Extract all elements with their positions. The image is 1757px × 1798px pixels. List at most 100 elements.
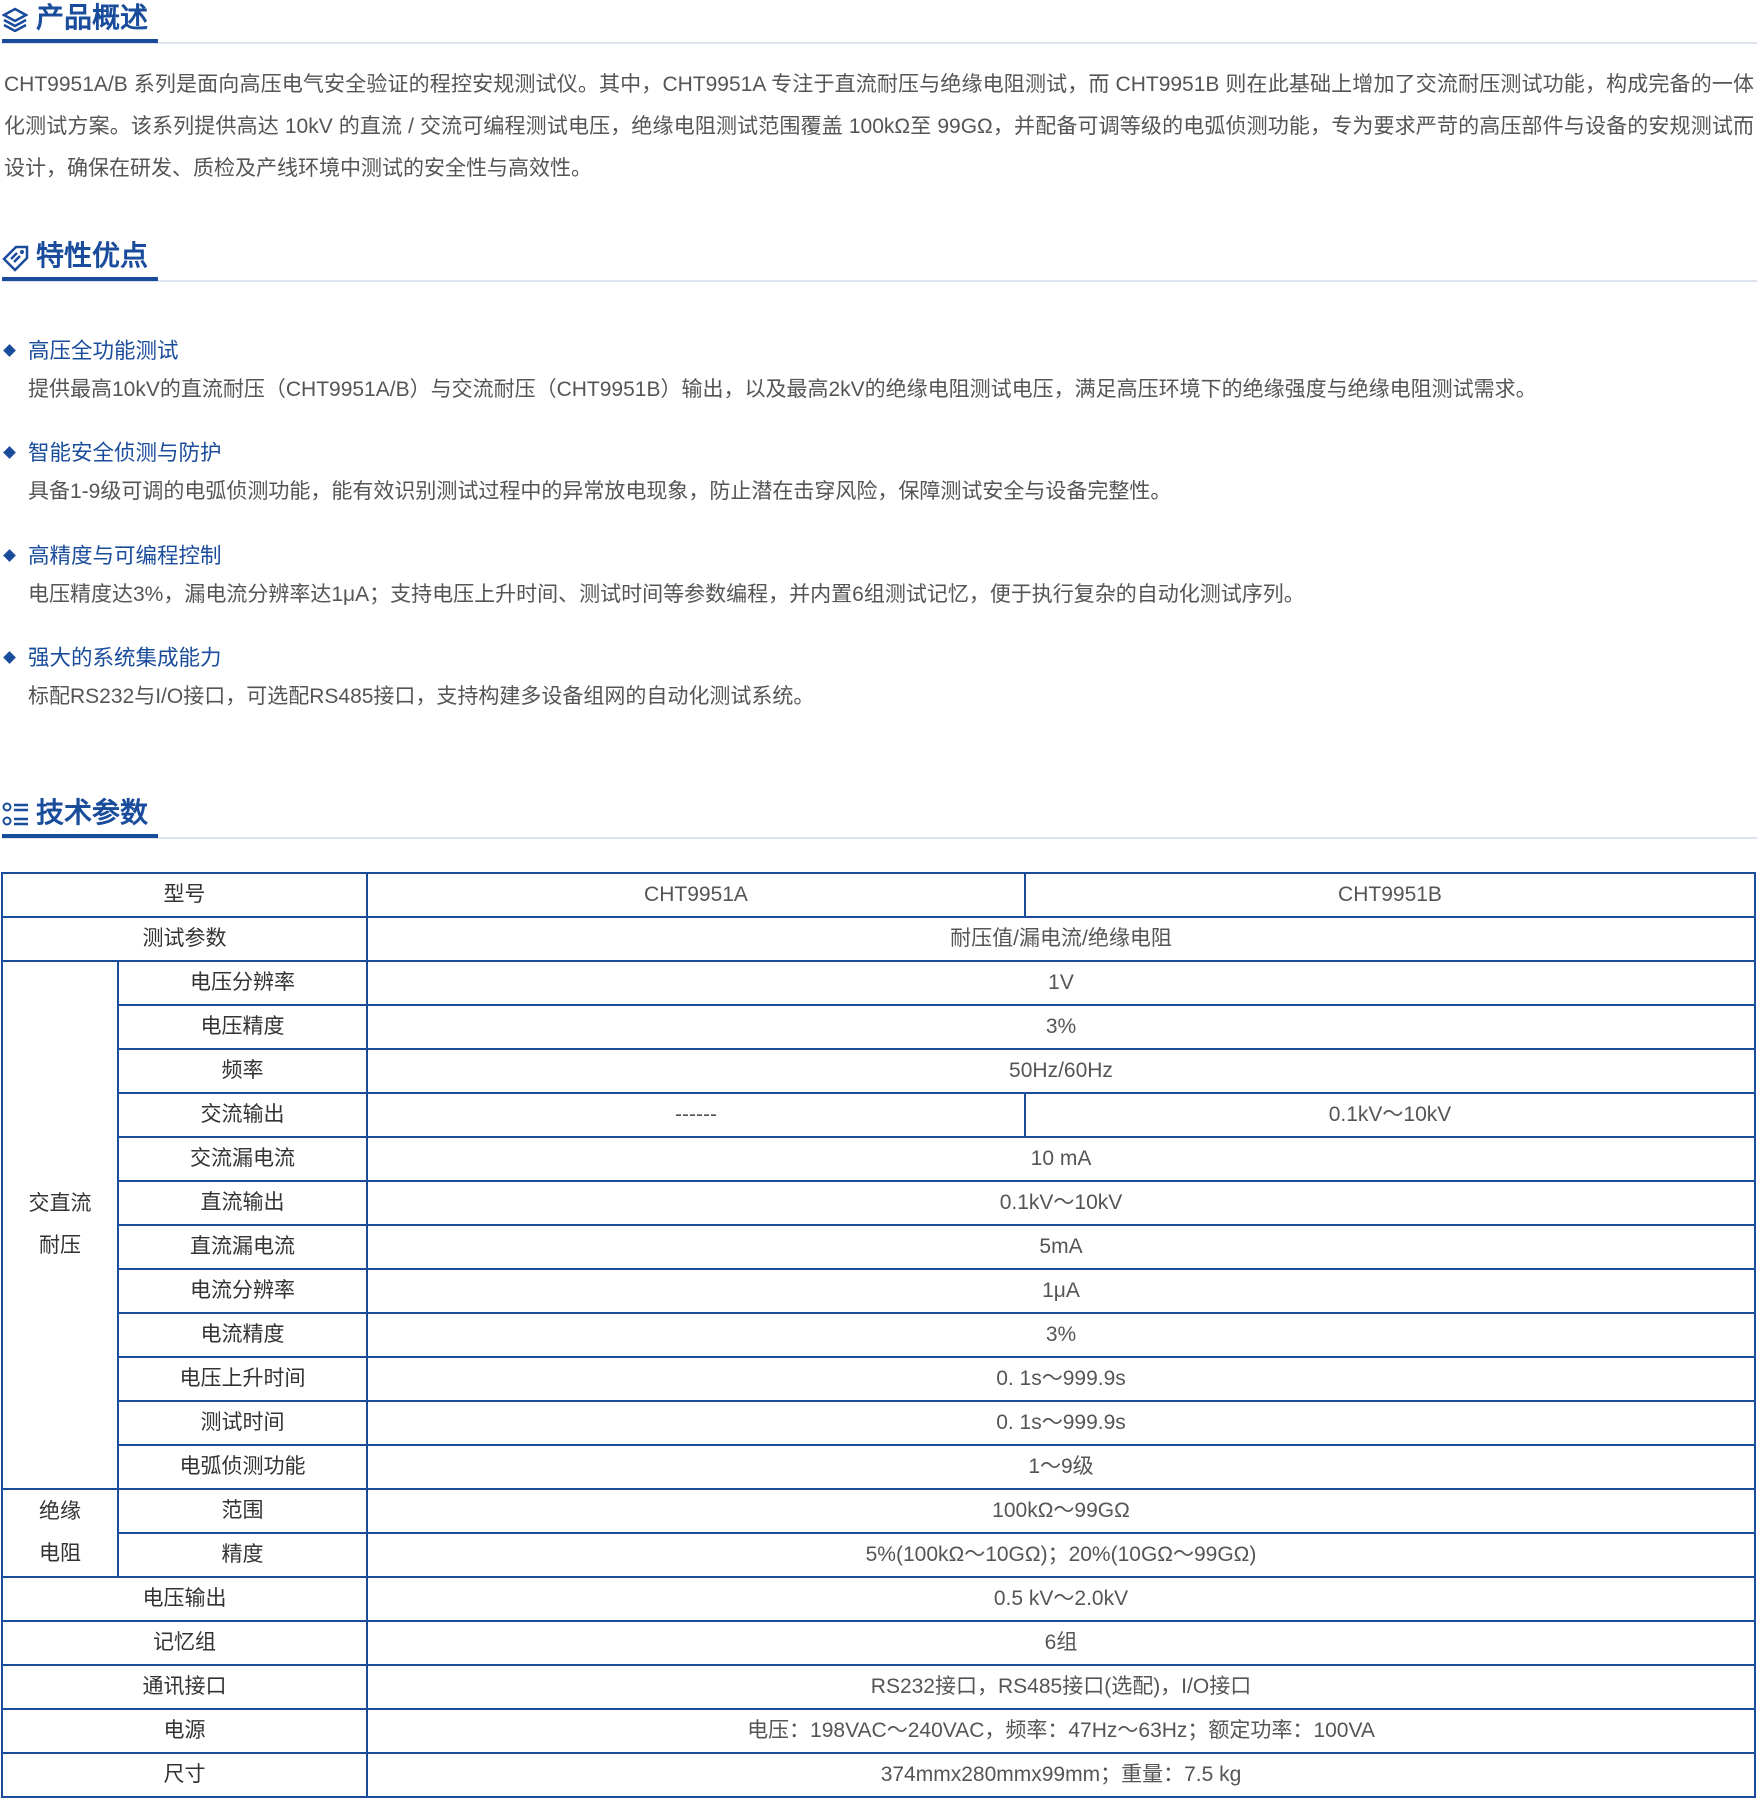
table-cell: 交流输出 bbox=[117, 1092, 368, 1138]
table-cell: 电流分辨率 bbox=[117, 1268, 368, 1314]
cell-text: 电源 bbox=[163, 1719, 206, 1742]
feature-text: 电压精度达3%，漏电流分辨率达1μA；支持电压上升时间、测试时间等参数编程，并内… bbox=[28, 583, 1305, 606]
section-title: 技术参数 bbox=[36, 797, 149, 828]
cell-text: 直流输出 bbox=[200, 1191, 285, 1214]
cell-text: 1μA bbox=[1042, 1279, 1080, 1302]
table-row: 通讯接口 RS232接口，RS485接口(选配)，I/O接口 bbox=[1, 1664, 1756, 1710]
table-row: 交流输出 ------ 0.1kV～10kV bbox=[2, 1092, 1756, 1138]
cell-text: 记忆组 bbox=[153, 1631, 216, 1654]
cell-text: 10 mA bbox=[1030, 1147, 1092, 1170]
table-row: 直流输出 0.1kV～10kV bbox=[2, 1180, 1756, 1226]
section-header: 特性优点 bbox=[0, 238, 1757, 288]
table-cell: 型号 bbox=[1, 872, 368, 918]
cell-text: 3% bbox=[1045, 1015, 1077, 1038]
cell-text: 绝缘电阻 bbox=[39, 1500, 81, 1565]
cell-text: RS232接口，RS485接口(选配)，I/O接口 bbox=[870, 1675, 1252, 1698]
cell-text: 型号 bbox=[163, 883, 206, 906]
icon bbox=[2, 802, 28, 826]
cell-text: 0.5 kV～2.0kV bbox=[993, 1587, 1129, 1610]
cell-text: 电压精度 bbox=[200, 1015, 285, 1038]
section-header: 产品概述 bbox=[0, 0, 1757, 50]
table-cell: 频率 bbox=[117, 1048, 368, 1094]
table-cell: 记忆组 bbox=[1, 1620, 368, 1666]
cell-text: CHT9951B bbox=[1338, 883, 1442, 906]
table-cell: 电源 bbox=[1, 1708, 368, 1754]
table-cell: 电压分辨率 bbox=[117, 960, 368, 1006]
section-title: 产品概述 bbox=[36, 2, 149, 33]
feature-title: 强大的系统集成能力 bbox=[28, 646, 222, 670]
table-row: 精度 5%(100kΩ～10GΩ)；20%(10GΩ～99GΩ) bbox=[2, 1532, 1756, 1578]
table-row: 电压上升时间 0. 1s～999.9s bbox=[2, 1356, 1756, 1402]
table-cell: 电流精度 bbox=[117, 1312, 368, 1358]
table-row: 型号 CHT9951A CHT9951B bbox=[1, 872, 1756, 918]
table-cell: 通讯接口 bbox=[1, 1664, 368, 1710]
feature-title: 高压全功能测试 bbox=[28, 339, 179, 363]
cell-text: 0.1kV～10kV bbox=[999, 1191, 1123, 1214]
table-cell: 范围 bbox=[117, 1488, 368, 1534]
table-cell: 3% bbox=[366, 1004, 1756, 1050]
cell-text: 电流分辨率 bbox=[190, 1279, 295, 1302]
cell-text: 精度 bbox=[221, 1543, 264, 1566]
cell-text: 交流输出 bbox=[200, 1103, 285, 1126]
cell-text: 测试参数 bbox=[142, 927, 227, 950]
bullet bbox=[3, 549, 16, 562]
feature-text: 提供最高10kV的直流耐压（CHT9951A/B）与交流耐压（CHT9951B）… bbox=[28, 378, 1537, 401]
cell-text: 交直流耐压 bbox=[28, 1192, 92, 1257]
cell-text: 测试时间 bbox=[200, 1411, 285, 1434]
table-cell: 0. 1s～999.9s bbox=[366, 1400, 1756, 1446]
cell-text: 电压上升时间 bbox=[179, 1367, 306, 1390]
table-cell: 10 mA bbox=[366, 1136, 1756, 1182]
cell-text: 交流漏电流 bbox=[190, 1147, 295, 1170]
table-cell: 6组 bbox=[366, 1620, 1756, 1666]
table-cell: 374mmx280mmx99mm；重量：7.5 kg bbox=[366, 1752, 1756, 1798]
cell-text: 3% bbox=[1045, 1323, 1077, 1346]
cell-text: 电压：198VAC～240VAC，频率：47Hz～63Hz；额定功率：100VA bbox=[747, 1719, 1375, 1742]
cell-text: 50Hz/60Hz bbox=[1009, 1059, 1113, 1082]
table-cell: 交流漏电流 bbox=[117, 1136, 368, 1182]
cell-text: 频率 bbox=[221, 1059, 264, 1082]
table-cell: ------ bbox=[366, 1092, 1026, 1138]
cell-text: 电弧侦测功能 bbox=[179, 1455, 306, 1478]
table-cell: 5%(100kΩ～10GΩ)；20%(10GΩ～99GΩ) bbox=[366, 1532, 1756, 1578]
table-row: 直流漏电流 5mA bbox=[2, 1224, 1756, 1270]
feature-title: 高精度与可编程控制 bbox=[28, 544, 222, 568]
table-row: 电流分辨率 1μA bbox=[2, 1268, 1756, 1314]
cell-text: ------ bbox=[675, 1103, 717, 1126]
table-cell: 耐压值/漏电流/绝缘电阻 bbox=[366, 916, 1756, 962]
table-cell: 1μA bbox=[366, 1268, 1756, 1314]
cell-text: 1V bbox=[1048, 971, 1074, 994]
cell-text: 5mA bbox=[1039, 1235, 1083, 1258]
table-row: 绝缘电阻 范围 100kΩ～99GΩ bbox=[1, 1488, 1756, 1578]
cell-text: 电流精度 bbox=[200, 1323, 285, 1346]
table-cell: 测试参数 bbox=[1, 916, 368, 962]
table-row: 测试时间 0. 1s～999.9s bbox=[2, 1400, 1756, 1446]
feature-text: 标配RS232与I/O接口，可选配RS485接口，支持构建多设备组网的自动化测试… bbox=[28, 685, 815, 708]
cell-text: 电压分辨率 bbox=[190, 971, 295, 994]
table-row: 测试参数 耐压值/漏电流/绝缘电阻 bbox=[1, 916, 1756, 962]
table-cell: 电弧侦测功能 bbox=[117, 1444, 368, 1490]
cell-text: 耐压值/漏电流/绝缘电阻 bbox=[950, 927, 1172, 950]
overview: CHT9951A/B 系列是面向高压电气安全验证的程控安规测试仪。其中，CHT9… bbox=[4, 73, 1754, 180]
table-cell: 5mA bbox=[366, 1224, 1756, 1270]
table-row: 交直流耐压 电压分辨率 1V bbox=[1, 960, 1756, 1490]
cell-text: 尺寸 bbox=[163, 1763, 206, 1786]
feature-title: 智能安全侦测与防护 bbox=[28, 441, 222, 465]
table-row: 电源 电压：198VAC～240VAC，频率：47Hz～63Hz；额定功率：100… bbox=[1, 1708, 1756, 1754]
spec-table: 型号 CHT9951A CHT9951B 测试参数 耐压值/漏电流/绝缘电阻 交直流耐压电… bbox=[1, 872, 1756, 1798]
table-cell: 0.1kV～10kV bbox=[1024, 1092, 1756, 1138]
table-cell: 1～9级 bbox=[366, 1444, 1756, 1490]
cell-text: 通讯接口 bbox=[142, 1675, 227, 1698]
bullet bbox=[3, 651, 16, 664]
table-row: 电流精度 3% bbox=[2, 1312, 1756, 1358]
cell-text: CHT9951A bbox=[644, 883, 748, 906]
cell-text: 范围 bbox=[221, 1499, 264, 1522]
cell-text: 0. 1s～999.9s bbox=[996, 1411, 1126, 1434]
bullet bbox=[3, 446, 16, 459]
table-cell: 1V bbox=[366, 960, 1756, 1006]
table-cell: CHT9951A bbox=[366, 872, 1026, 918]
table-cell: 直流漏电流 bbox=[117, 1224, 368, 1270]
table-cell: 电压输出 bbox=[1, 1576, 368, 1622]
cell-text: 5%(100kΩ～10GΩ)；20%(10GΩ～99GΩ) bbox=[865, 1543, 1257, 1566]
table-row: 交流漏电流 10 mA bbox=[2, 1136, 1756, 1182]
table-row: 电压输出 0.5 kV～2.0kV bbox=[1, 1576, 1756, 1622]
